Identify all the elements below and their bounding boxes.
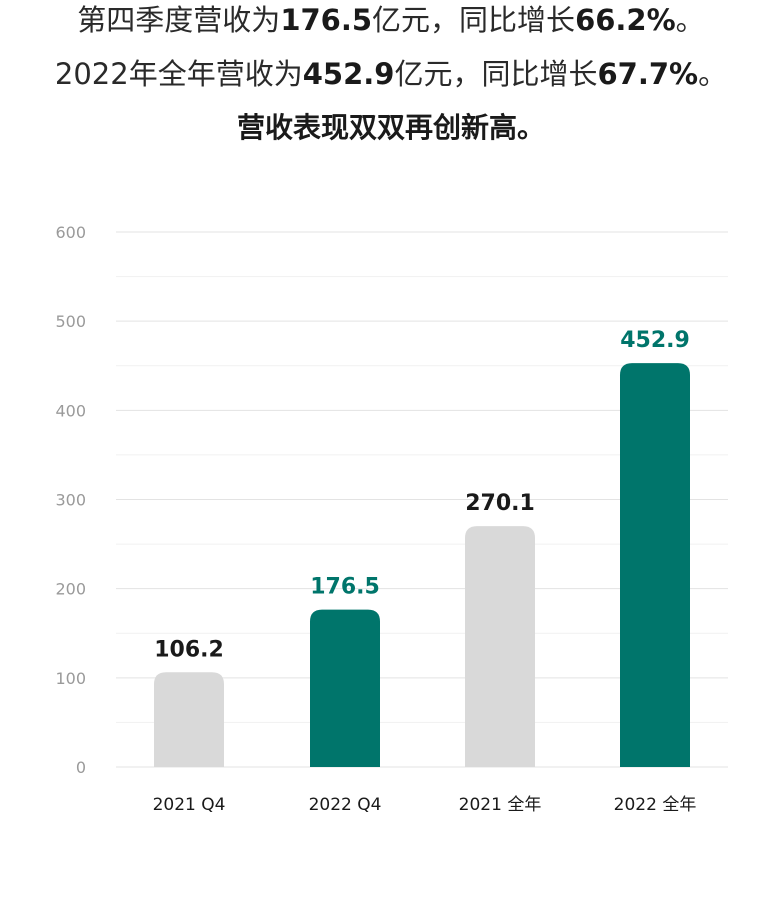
headline-annual-value: 452.9 bbox=[302, 57, 395, 91]
headline-annual-revenue: 2022年全年营收为452.9亿元，同比增长67.7%。 bbox=[0, 56, 782, 92]
headline-q4-revenue: 第四季度营收为176.5亿元，同比增长66.2%。 bbox=[0, 2, 782, 38]
y-tick-label: 400 bbox=[55, 401, 86, 420]
x-category-label: 2022 全年 bbox=[614, 795, 697, 815]
y-tick-label: 100 bbox=[55, 669, 86, 688]
y-tick-label: 500 bbox=[55, 312, 86, 331]
bar bbox=[620, 363, 690, 767]
bar-value-label: 106.2 bbox=[154, 637, 224, 662]
bar bbox=[310, 609, 380, 767]
headline-q4-post: 。 bbox=[675, 3, 705, 37]
headline-annual-post: 。 bbox=[698, 57, 728, 91]
headline-annual-growth: 67.7% bbox=[597, 57, 699, 91]
bar-value-label: 452.9 bbox=[620, 328, 690, 353]
x-category-label: 2021 全年 bbox=[459, 795, 542, 815]
headline-q4-growth: 66.2% bbox=[575, 3, 676, 37]
x-category-label: 2022 Q4 bbox=[309, 795, 382, 815]
bar-value-label: 270.1 bbox=[465, 491, 535, 516]
x-category-label: 2021 Q4 bbox=[153, 795, 226, 815]
bar-value-label: 176.5 bbox=[310, 575, 380, 600]
bar bbox=[465, 526, 535, 767]
headline-annual-pre: 2022年全年营收为 bbox=[54, 57, 303, 91]
headline-q4-value: 176.5 bbox=[280, 3, 373, 37]
y-tick-label: 300 bbox=[55, 491, 86, 510]
y-tick-label: 0 bbox=[76, 758, 86, 777]
headline-q4-pre: 第四季度营收为 bbox=[77, 3, 281, 37]
headline-summary: 营收表现双双再创新高。 bbox=[236, 111, 545, 144]
bar bbox=[154, 672, 224, 767]
headline-q4-mid: 亿元，同比增长 bbox=[372, 3, 576, 37]
headline-annual-mid: 亿元，同比增长 bbox=[394, 57, 598, 91]
y-tick-label: 200 bbox=[55, 580, 86, 599]
y-tick-label: 600 bbox=[55, 223, 86, 242]
